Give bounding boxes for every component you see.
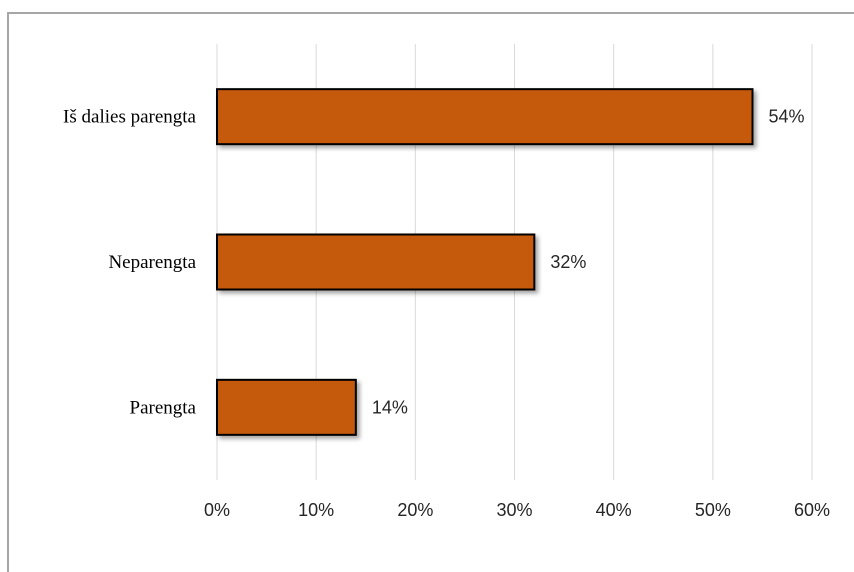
data-label: 32% <box>550 252 586 272</box>
bar <box>216 88 754 146</box>
x-tick-label: 0% <box>204 500 230 520</box>
bars <box>216 88 754 436</box>
data-label: 54% <box>769 107 805 127</box>
bar <box>216 233 536 291</box>
x-tick-label: 30% <box>496 500 532 520</box>
x-tick-label: 50% <box>695 500 731 520</box>
x-tick-label: 10% <box>298 500 334 520</box>
category-label: Iš dalies parengta <box>63 107 197 128</box>
x-tick-label: 40% <box>596 500 632 520</box>
category-label: Parengta <box>130 397 197 418</box>
bar <box>216 378 357 436</box>
data-label: 14% <box>372 397 408 417</box>
x-tick-label: 20% <box>397 500 433 520</box>
category-label: Neparengta <box>108 252 196 273</box>
x-tick-label: 60% <box>794 500 830 520</box>
labels: 0% 10% 20% 30% 40% 50% 60% Iš dalies parengta 54… <box>63 107 830 520</box>
